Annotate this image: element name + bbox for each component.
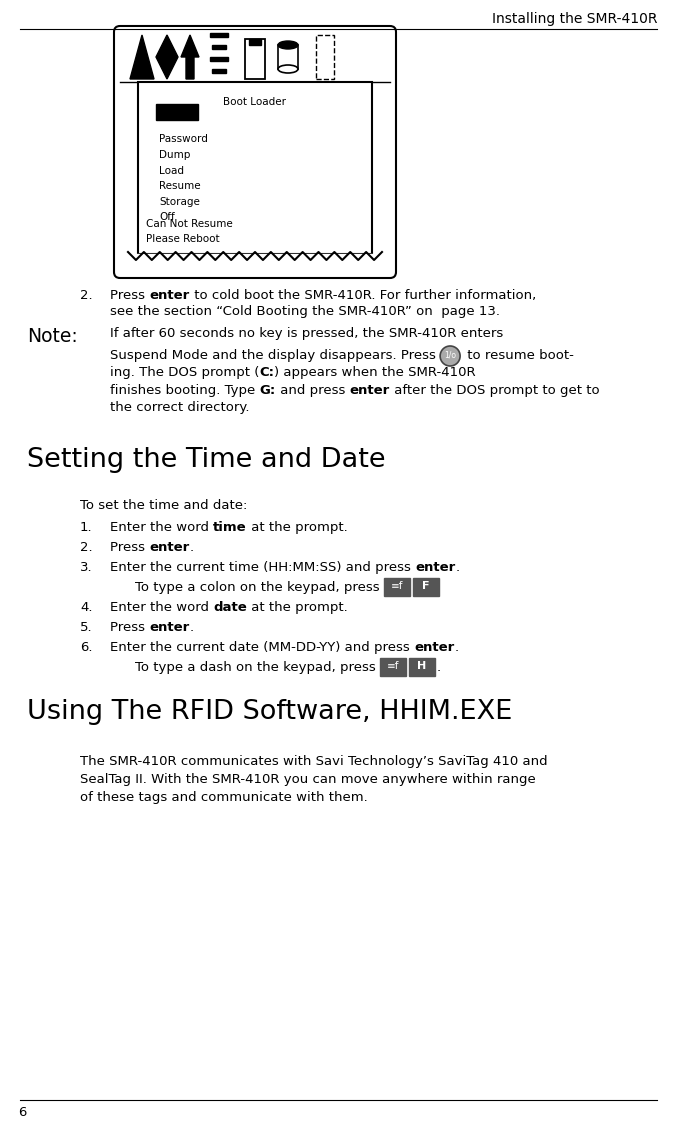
Text: Password: Password	[159, 135, 208, 145]
Bar	[119, 254, 391, 272]
Text: Enter the current time (HH:MM:SS) and press: Enter the current time (HH:MM:SS) and pr…	[110, 561, 415, 574]
Text: The SMR-410R communicates with Savi Technology’s SaviTag 410 and
SealTag II. Wit: The SMR-410R communicates with Savi Tech…	[80, 755, 548, 804]
Text: Press: Press	[110, 541, 149, 554]
Text: 4.: 4.	[80, 601, 93, 614]
Text: after the DOS prompt to get to: after the DOS prompt to get to	[390, 384, 599, 397]
Text: Enter the word: Enter the word	[110, 601, 213, 614]
Text: Boot Loader: Boot Loader	[223, 97, 286, 108]
Text: If after 60 seconds no key is pressed, the SMR-410R enters: If after 60 seconds no key is pressed, t…	[110, 327, 503, 340]
Bar	[245, 38, 265, 79]
Text: Please Reboot: Please Reboot	[146, 234, 219, 245]
Text: Enter the current date (MM-DD-YY) and press: Enter the current date (MM-DD-YY) and pr…	[110, 641, 414, 654]
Text: to cold boot the SMR-410R. For further information,: to cold boot the SMR-410R. For further i…	[190, 289, 536, 302]
Text: and press: and press	[276, 384, 349, 397]
Text: Enter the word: Enter the word	[110, 521, 213, 534]
Bar	[138, 82, 372, 254]
Text: Suspend Mode and the display disappears. Press: Suspend Mode and the display disappears.…	[110, 349, 440, 362]
Text: Reboot: Reboot	[159, 119, 196, 129]
Text: the correct directory.: the correct directory.	[110, 402, 250, 414]
Text: Press: Press	[110, 621, 149, 634]
Circle shape	[440, 346, 460, 366]
Text: to resume boot-: to resume boot-	[463, 349, 574, 362]
Text: finishes booting. Type: finishes booting. Type	[110, 384, 259, 397]
Text: at the prompt.: at the prompt.	[247, 521, 347, 534]
Text: Dump: Dump	[159, 151, 190, 160]
Text: F: F	[422, 581, 430, 591]
Text: ing. The DOS prompt (: ing. The DOS prompt (	[110, 367, 259, 379]
Bar	[249, 38, 261, 45]
Text: enter: enter	[414, 641, 454, 654]
Bar	[210, 57, 228, 61]
Text: 2.: 2.	[80, 289, 93, 302]
Bar	[409, 658, 435, 676]
Text: Using The RFID Software, HHIM.EXE: Using The RFID Software, HHIM.EXE	[27, 698, 512, 724]
Bar	[413, 578, 439, 597]
Text: see the section “Cold Booting the SMR-410R” on  page 13.: see the section “Cold Booting the SMR-41…	[110, 305, 500, 317]
Text: enter: enter	[415, 561, 456, 574]
Text: ≡f: ≡f	[391, 581, 403, 591]
Text: G:: G:	[259, 384, 276, 397]
Text: at the prompt.: at the prompt.	[247, 601, 348, 614]
Text: 2.: 2.	[80, 541, 93, 554]
Text: Load: Load	[159, 165, 184, 175]
Text: Storage: Storage	[159, 197, 200, 206]
Text: .: .	[190, 621, 194, 634]
Text: enter: enter	[149, 289, 190, 302]
Text: To set the time and date:: To set the time and date:	[80, 499, 247, 512]
Text: enter: enter	[149, 541, 190, 554]
Ellipse shape	[278, 65, 298, 72]
Polygon shape	[181, 35, 199, 79]
Bar	[156, 103, 198, 120]
Text: Installing the SMR-410R: Installing the SMR-410R	[492, 12, 657, 26]
Text: H: H	[418, 661, 427, 671]
Text: C:: C:	[259, 367, 274, 379]
Text: Off: Off	[159, 212, 175, 222]
Text: To type a dash on the keypad, press: To type a dash on the keypad, press	[135, 661, 380, 674]
Text: ) appears when the SMR-410R: ) appears when the SMR-410R	[274, 367, 476, 379]
Text: enter: enter	[149, 621, 190, 634]
Bar	[212, 45, 226, 49]
Text: Can Not Resume: Can Not Resume	[146, 218, 233, 229]
FancyBboxPatch shape	[114, 26, 396, 278]
Text: 1/o: 1/o	[444, 351, 456, 360]
Text: Press: Press	[110, 289, 149, 302]
Bar	[278, 45, 298, 69]
Text: Note:: Note:	[27, 327, 78, 346]
Text: date: date	[213, 601, 247, 614]
Text: .: .	[190, 541, 194, 554]
Text: 1.: 1.	[80, 521, 93, 534]
Text: 6: 6	[18, 1106, 26, 1120]
Text: 3.: 3.	[80, 561, 93, 574]
Bar	[380, 658, 406, 676]
Bar	[278, 45, 298, 69]
Bar	[384, 578, 410, 597]
Text: .: .	[454, 641, 458, 654]
Bar	[316, 35, 334, 79]
Text: time: time	[213, 521, 247, 534]
Text: .: .	[437, 661, 441, 674]
Bar	[212, 69, 226, 72]
Text: To type a colon on the keypad, press: To type a colon on the keypad, press	[135, 581, 384, 594]
Text: enter: enter	[349, 384, 390, 397]
Text: Setting the Time and Date: Setting the Time and Date	[27, 447, 386, 473]
Ellipse shape	[278, 41, 298, 49]
Polygon shape	[130, 35, 154, 79]
Text: 5.: 5.	[80, 621, 93, 634]
Polygon shape	[156, 35, 178, 79]
Text: 6.: 6.	[80, 641, 93, 654]
Text: Resume: Resume	[159, 181, 200, 191]
Text: ≡f: ≡f	[387, 661, 399, 671]
Bar	[210, 33, 228, 37]
Text: .: .	[456, 561, 460, 574]
